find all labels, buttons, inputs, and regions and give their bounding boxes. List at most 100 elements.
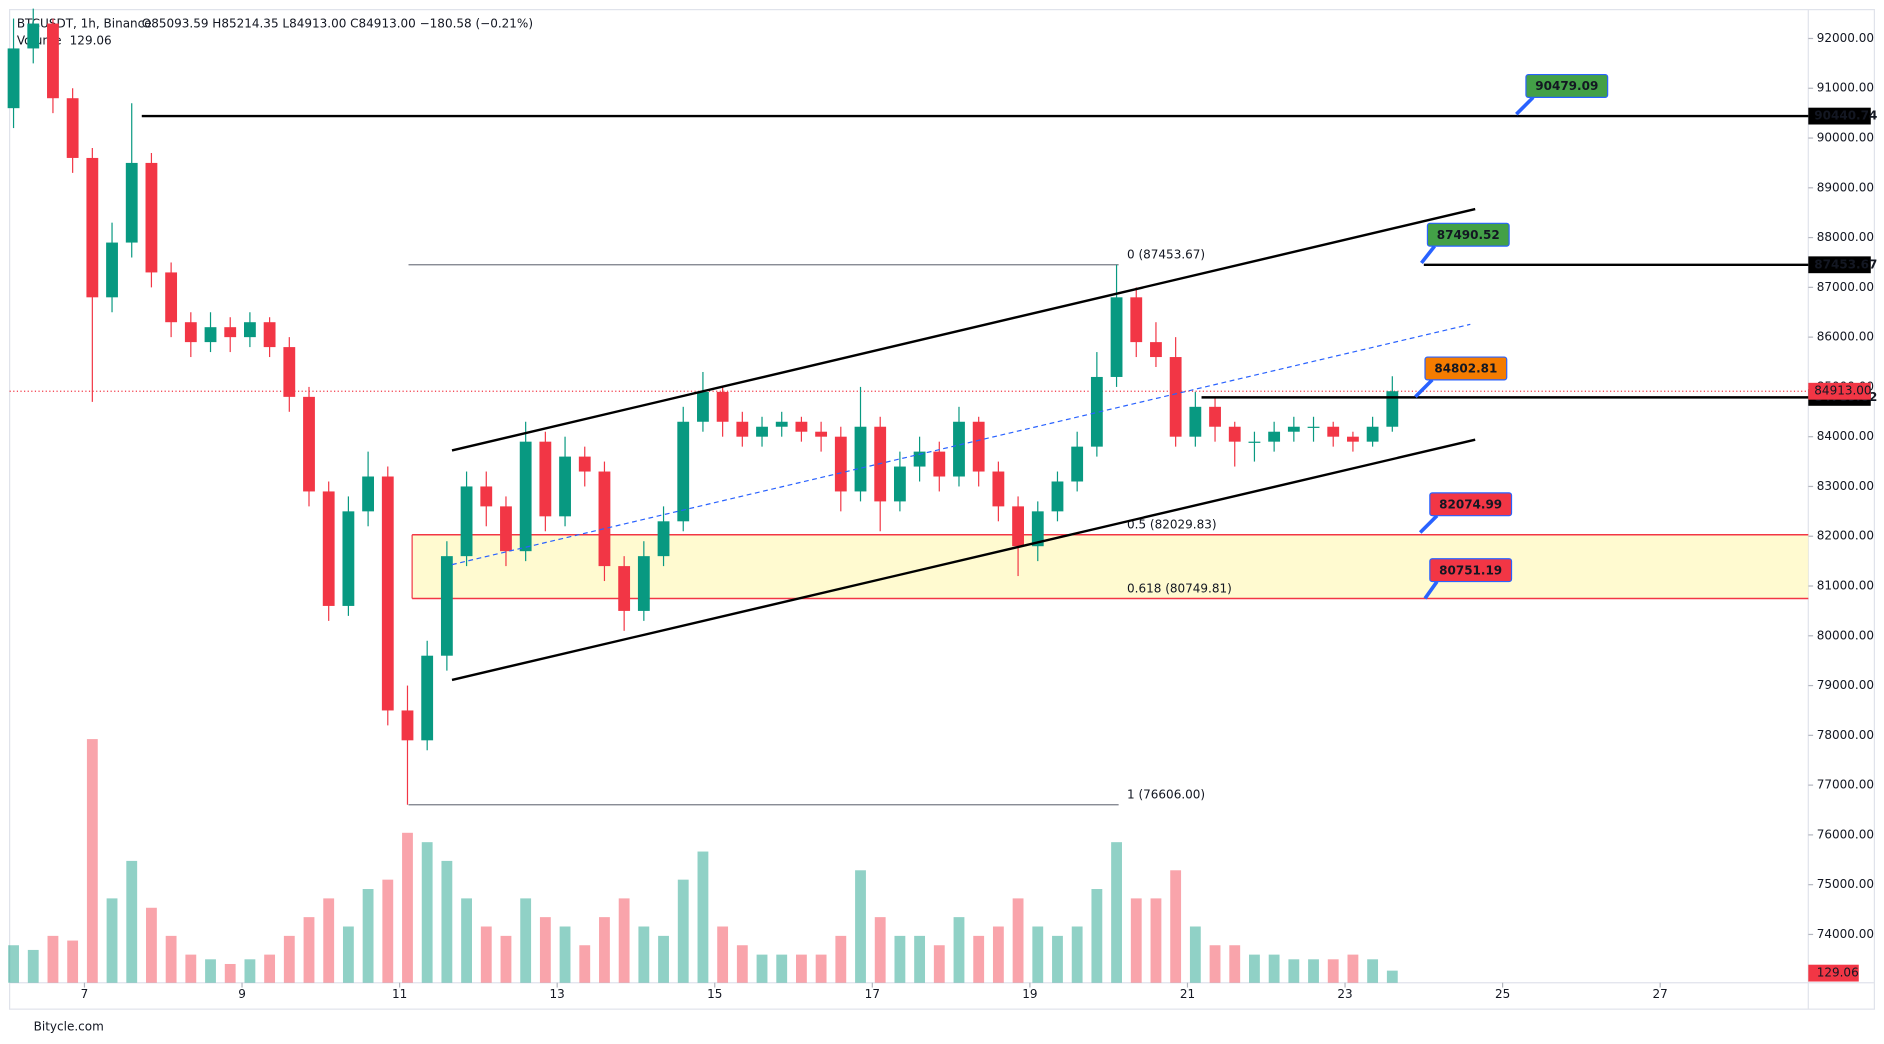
level-tag bbox=[1808, 107, 1871, 125]
volume-bar bbox=[342, 926, 354, 983]
candle-body bbox=[500, 506, 512, 552]
candle-body bbox=[244, 322, 256, 338]
candle-body bbox=[578, 456, 591, 472]
candle-body bbox=[1327, 426, 1340, 437]
candle-body bbox=[362, 476, 374, 512]
volume-value: 129.06 bbox=[70, 33, 112, 47]
volume-bar bbox=[1130, 898, 1142, 983]
y-tick-label: 90000.00 bbox=[1817, 131, 1874, 145]
fib-label: 0 (87453.67) bbox=[1127, 248, 1205, 262]
candle-body bbox=[263, 322, 276, 348]
frame bbox=[9, 9, 1875, 1010]
volume-bar bbox=[618, 898, 630, 983]
candle-body bbox=[1150, 342, 1162, 358]
x-tick-label: 11 bbox=[392, 987, 407, 1001]
candle-body bbox=[106, 242, 118, 298]
candle-body bbox=[795, 421, 808, 432]
candle-body bbox=[953, 421, 965, 477]
volume-bar bbox=[658, 935, 669, 983]
candle-body bbox=[834, 436, 847, 492]
fib-label: 0.5 (82029.83) bbox=[1127, 518, 1217, 532]
x-tick-label: 25 bbox=[1495, 987, 1510, 1001]
y-tick-label: 88000.00 bbox=[1817, 230, 1874, 244]
callout-label: 82074.99 bbox=[1439, 497, 1502, 511]
volume-bar bbox=[323, 898, 335, 983]
candle-body bbox=[992, 471, 1005, 507]
candle-body bbox=[775, 421, 788, 427]
trend-line bbox=[451, 438, 1476, 682]
candle-body bbox=[854, 426, 867, 492]
candle-body bbox=[401, 710, 414, 741]
volume-bar bbox=[146, 907, 157, 983]
volume-bar bbox=[835, 935, 847, 983]
candle-body bbox=[1071, 446, 1084, 482]
volume-bar bbox=[973, 935, 985, 983]
candle-body bbox=[1110, 297, 1123, 377]
candle-body bbox=[539, 441, 552, 517]
volume-bar bbox=[933, 945, 945, 983]
volume-bar bbox=[914, 935, 926, 983]
candle-body bbox=[1268, 431, 1281, 442]
volume-bar bbox=[992, 926, 1004, 983]
volume-tag-label: 129.06 bbox=[1817, 966, 1859, 980]
candle-body bbox=[224, 327, 237, 338]
volume-bar bbox=[1209, 945, 1221, 983]
volume-bar bbox=[1308, 959, 1319, 983]
volume-bar bbox=[441, 860, 453, 983]
candle-body bbox=[1130, 297, 1143, 343]
callout-pointer bbox=[1418, 514, 1439, 534]
callout-pointer bbox=[1423, 580, 1439, 600]
volume-bar bbox=[855, 870, 866, 983]
volume-bar bbox=[165, 935, 177, 983]
volume-bar bbox=[953, 917, 965, 983]
trend-line bbox=[451, 323, 1471, 566]
callout-box bbox=[1525, 73, 1609, 98]
candle-body bbox=[1189, 406, 1202, 437]
x-tick-label: 9 bbox=[238, 987, 246, 1001]
x-tick-label: 21 bbox=[1180, 987, 1195, 1001]
volume-bar bbox=[205, 959, 216, 983]
volume-bar bbox=[244, 959, 256, 983]
volume-bar bbox=[1012, 898, 1024, 983]
volume-bar bbox=[126, 860, 138, 983]
volume-bar bbox=[283, 935, 295, 983]
volume-bar bbox=[1229, 945, 1241, 983]
volume-bar bbox=[776, 954, 788, 983]
candle-body bbox=[598, 471, 611, 567]
x-tick-label: 23 bbox=[1337, 987, 1352, 1001]
volume-bar bbox=[894, 935, 906, 983]
candle-body bbox=[1169, 357, 1182, 437]
volume-bar bbox=[86, 739, 98, 983]
volume-bar bbox=[421, 842, 433, 983]
candle-body bbox=[440, 556, 453, 656]
candle-body bbox=[7, 48, 20, 109]
volume-bar bbox=[1150, 898, 1162, 983]
volume-bar bbox=[638, 926, 650, 983]
volume-bar bbox=[539, 917, 551, 983]
candle-body bbox=[1012, 506, 1024, 547]
y-tick-label: 86000.00 bbox=[1817, 330, 1874, 344]
volume-bar bbox=[27, 949, 39, 983]
y-tick-label: 75000.00 bbox=[1817, 877, 1874, 891]
volume-bar bbox=[480, 926, 492, 983]
y-tick-label: 92000.00 bbox=[1817, 31, 1874, 45]
candle-body bbox=[697, 391, 709, 422]
volume-bar bbox=[599, 917, 610, 983]
volume-bar bbox=[559, 926, 571, 983]
candle-body bbox=[47, 23, 59, 99]
y-tick-label: 82000.00 bbox=[1817, 529, 1874, 543]
candle-body bbox=[1307, 426, 1320, 428]
candle-body bbox=[1090, 376, 1103, 447]
y-tick-label: 78000.00 bbox=[1817, 728, 1874, 742]
candle-body bbox=[125, 162, 138, 243]
volume-bar bbox=[795, 954, 807, 983]
candle-body bbox=[1347, 436, 1359, 442]
candle-body bbox=[421, 655, 434, 741]
candle-body bbox=[618, 566, 631, 611]
y-tick-label: 76000.00 bbox=[1817, 827, 1874, 841]
candle-body bbox=[204, 327, 217, 343]
candle-body bbox=[756, 426, 768, 437]
candle-body bbox=[322, 491, 335, 606]
volume-bar bbox=[224, 963, 236, 983]
